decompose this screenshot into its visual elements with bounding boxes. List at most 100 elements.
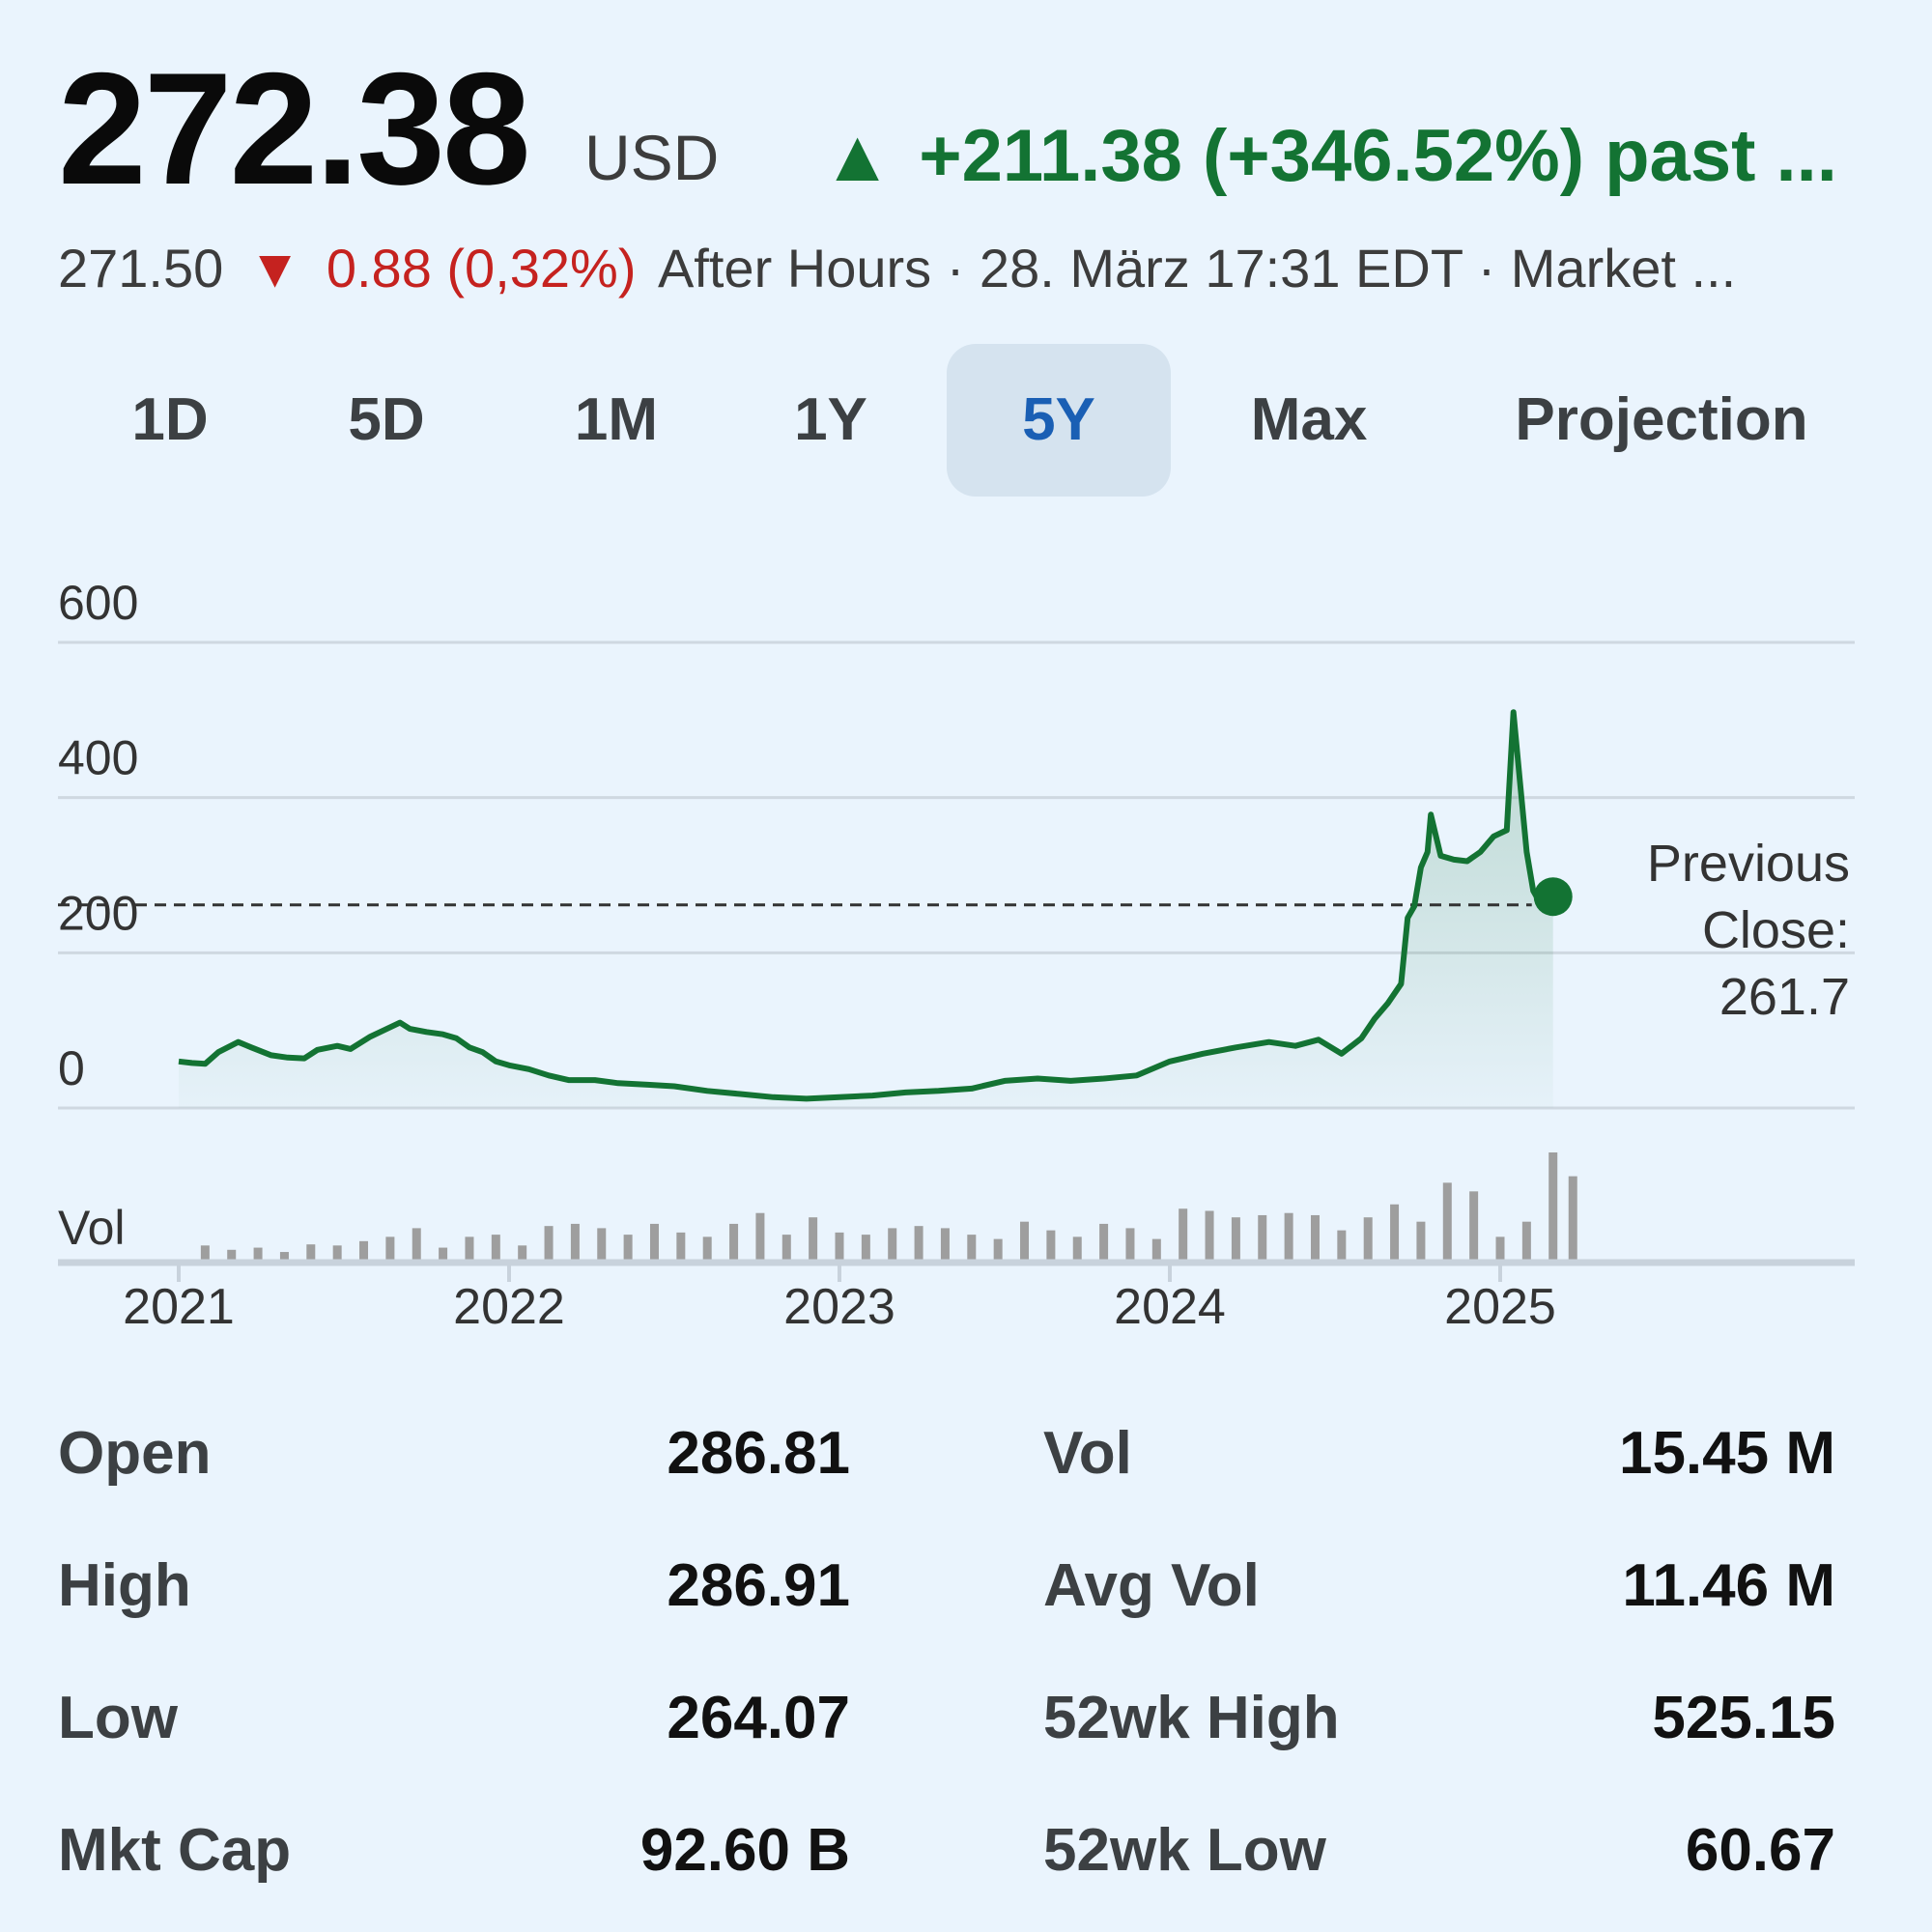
volume-bar [1046, 1230, 1056, 1261]
up-arrow-icon: ▲ [821, 115, 895, 197]
tab-1y[interactable]: 1Y [794, 386, 867, 453]
stat-value-52wk-low: 60.67 [1685, 1817, 1835, 1884]
volume-bars [200, 1152, 1577, 1261]
tab-1m[interactable]: 1M [574, 386, 659, 453]
stat-label-mkt-cap: Mkt Cap [58, 1817, 292, 1884]
volume-bar [861, 1235, 870, 1261]
volume-bar [465, 1236, 474, 1261]
after-hours-row: 271.50 ▼ 0.88 (0,32%) After Hours · 28. … [58, 240, 1874, 307]
currency-label: USD [584, 122, 720, 193]
last-price-dot [1533, 877, 1573, 917]
volume-bar [676, 1232, 686, 1261]
after-hours-change: 0.88 (0,32%) [326, 238, 637, 298]
volume-bar [1548, 1152, 1558, 1261]
volume-bar [385, 1236, 395, 1261]
stat-row: Open 286.81 Vol 15.45 M [58, 1410, 1835, 1497]
volume-bar [702, 1236, 712, 1261]
volume-bar [1337, 1230, 1347, 1261]
stat-value-open: 286.81 [667, 1420, 850, 1487]
tab-5d[interactable]: 5D [348, 386, 425, 453]
volume-label: Vol [58, 1201, 126, 1255]
current-price: 272.38 [58, 40, 531, 217]
stat-row: High 286.91 Avg Vol 11.46 M [58, 1543, 1835, 1630]
stat-label-52wk-high: 52wk High [1043, 1685, 1340, 1751]
volume-bar [729, 1223, 739, 1261]
volume-bar [1363, 1217, 1373, 1261]
x-axis-ticks: 2021 2022 2023 2024 2025 [123, 1263, 1556, 1335]
y-tick-label: 0 [58, 1041, 85, 1095]
volume-bar [781, 1235, 791, 1261]
volume-bar [1495, 1236, 1505, 1261]
price-change-text: +211.38 (+346.52%) past ... [919, 115, 1837, 197]
stat-label-open: Open [58, 1420, 212, 1487]
volume-bar [1179, 1208, 1188, 1261]
volume-bar [253, 1247, 263, 1261]
stat-row: Mkt Cap 92.60 B 52wk Low 60.67 [58, 1807, 1835, 1894]
volume-bar [1521, 1221, 1531, 1261]
price-change: ▲ +211.38 (+346.52%) past ... [821, 118, 1837, 195]
x-tick-label: 2023 [783, 1279, 895, 1335]
previous-close-label: Previous Close: 261.7 [1647, 835, 1850, 1026]
tab-max[interactable]: Max [1250, 386, 1368, 453]
price-line [178, 709, 1554, 1102]
stat-value-avg-vol: 11.46 M [1622, 1552, 1835, 1619]
volume-bar [809, 1217, 818, 1261]
stat-value-mkt-cap: 92.60 B [639, 1817, 850, 1884]
volume-bar [597, 1228, 607, 1261]
price-area [179, 712, 1553, 1108]
volume-bar [1205, 1210, 1214, 1261]
previous-close-text: 261.7 [1719, 968, 1850, 1026]
volume-bar [1099, 1223, 1109, 1261]
y-axis-ticks: 600 400 200 0 [58, 576, 138, 1095]
volume-bar [888, 1228, 897, 1261]
volume-bar [359, 1240, 369, 1261]
after-hours-price: 271.50 [58, 238, 224, 298]
volume-bar [755, 1212, 765, 1261]
volume-bar [623, 1235, 633, 1261]
stat-label-high: High [58, 1552, 191, 1619]
down-arrow-icon: ▼ [247, 238, 302, 298]
stat-label-avg-vol: Avg Vol [1043, 1552, 1260, 1619]
stat-label-low: Low [58, 1685, 178, 1751]
volume-bar [306, 1244, 316, 1261]
tab-5y[interactable]: 5Y [947, 344, 1171, 497]
volume-bar [1568, 1176, 1577, 1261]
volume-bar [200, 1245, 210, 1261]
volume-bar [518, 1245, 527, 1261]
volume-bar [412, 1228, 421, 1261]
y-tick-label: 200 [58, 886, 138, 940]
after-hours-info: After Hours · 28. März 17:31 EDT · Marke… [657, 238, 1737, 298]
stat-label-vol: Vol [1043, 1420, 1132, 1487]
tab-1d[interactable]: 1D [131, 386, 209, 453]
volume-bar [993, 1238, 1003, 1261]
volume-bar [1072, 1236, 1082, 1261]
volume-bar [279, 1252, 289, 1261]
chart-grid [58, 640, 1855, 1110]
volume-bar [835, 1232, 844, 1261]
range-tabs: 1D 5D 1M 1Y 5Y Max Projection [58, 344, 1874, 497]
previous-close-text: Close: [1702, 901, 1850, 959]
volume-bar [1416, 1221, 1426, 1261]
volume-bar [439, 1247, 448, 1261]
volume-bar [1020, 1221, 1030, 1261]
x-tick-label: 2022 [453, 1279, 565, 1335]
stat-row: Low 264.07 52wk High 525.15 [58, 1675, 1835, 1762]
price-header: 272.38 USD ▲ +211.38 (+346.52%) past ... [58, 40, 1874, 217]
volume-bar [967, 1235, 977, 1261]
tab-projection[interactable]: Projection [1515, 386, 1808, 453]
x-tick-label: 2024 [1114, 1279, 1226, 1335]
y-tick-label: 400 [58, 731, 138, 785]
volume-bar [1125, 1228, 1135, 1261]
volume-bar [914, 1226, 923, 1261]
x-tick-label: 2021 [123, 1279, 235, 1335]
y-tick-label: 600 [58, 576, 138, 630]
x-tick-label: 2025 [1444, 1279, 1556, 1335]
volume-bar [1231, 1217, 1240, 1261]
volume-bar [491, 1235, 500, 1261]
volume-bar [544, 1226, 554, 1261]
volume-bar [227, 1249, 237, 1261]
volume-bar [1390, 1204, 1400, 1261]
previous-close-text: Previous [1647, 835, 1850, 893]
stat-value-low: 264.07 [667, 1685, 850, 1751]
